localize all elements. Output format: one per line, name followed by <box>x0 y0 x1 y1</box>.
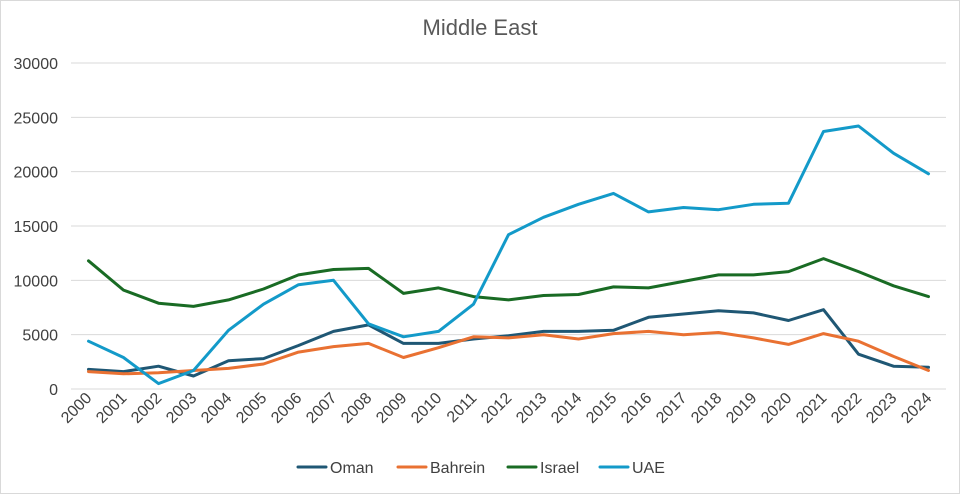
x-tick-label: 2019 <box>723 390 760 427</box>
x-tick-label: 2000 <box>58 390 95 427</box>
x-tick-label: 2003 <box>163 390 200 427</box>
series-line-oman <box>87 308 930 378</box>
x-tick-label: 2021 <box>793 390 830 427</box>
x-axis-ticks: 2000200120022003200420052006200720082009… <box>58 390 935 427</box>
y-tick-label: 25000 <box>14 110 59 127</box>
y-tick-label: 5000 <box>22 328 58 345</box>
x-tick-label: 2010 <box>408 390 445 427</box>
x-tick-label: 2015 <box>583 390 620 427</box>
x-tick-label: 2022 <box>828 390 865 427</box>
x-tick-label: 2006 <box>268 390 305 427</box>
x-tick-label: 2017 <box>653 390 690 427</box>
x-tick-label: 2018 <box>688 390 725 427</box>
x-tick-label: 2007 <box>303 390 340 427</box>
y-tick-label: 15000 <box>14 219 59 236</box>
y-tick-label: 30000 <box>14 56 59 73</box>
series-line-bahrein <box>87 329 930 376</box>
chart-title: Middle East <box>423 15 538 40</box>
series-line-uae <box>87 124 930 386</box>
series-lines <box>87 124 930 386</box>
x-tick-label: 2013 <box>513 390 550 427</box>
x-tick-label: 2004 <box>198 390 235 427</box>
legend-label-bahrein: Bahrein <box>430 460 485 477</box>
x-tick-label: 2008 <box>338 390 375 427</box>
y-tick-label: 20000 <box>14 165 59 182</box>
gridlines <box>71 62 946 390</box>
x-tick-label: 2014 <box>548 390 585 427</box>
x-tick-label: 2011 <box>444 390 480 426</box>
legend-label-oman: Oman <box>330 460 374 477</box>
legend: Oman Bahrein Israel UAE <box>296 460 665 477</box>
x-tick-label: 2001 <box>93 390 130 427</box>
x-tick-label: 2012 <box>478 390 515 427</box>
y-tick-label: 0 <box>49 382 58 399</box>
x-tick-label: 2009 <box>373 390 410 427</box>
series-line-israel <box>87 257 930 308</box>
x-tick-label: 2024 <box>898 390 935 427</box>
x-tick-label: 2023 <box>863 390 900 427</box>
y-tick-label: 10000 <box>14 273 59 290</box>
x-tick-label: 2020 <box>758 390 795 427</box>
x-tick-label: 2002 <box>128 390 165 427</box>
legend-label-uae: UAE <box>632 460 665 477</box>
x-tick-label: 2016 <box>618 390 655 427</box>
x-tick-label: 2005 <box>233 390 270 427</box>
y-axis-ticks: 0 5000 10000 15000 20000 25000 30000 <box>14 56 59 399</box>
legend-label-israel: Israel <box>540 460 579 477</box>
